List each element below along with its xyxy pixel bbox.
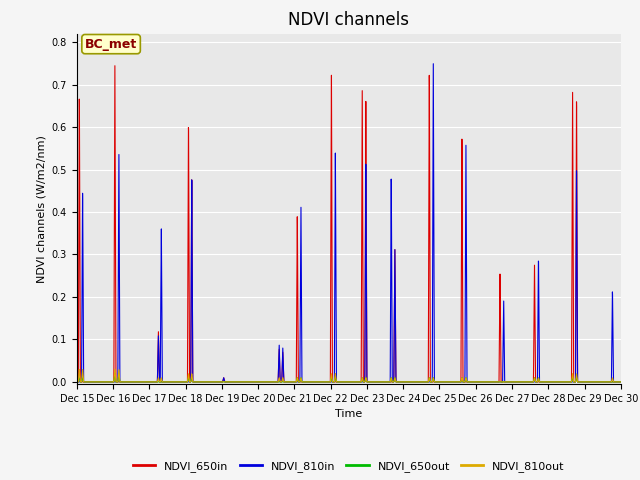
Y-axis label: NDVI channels (W/m2/nm): NDVI channels (W/m2/nm) <box>36 135 46 283</box>
X-axis label: Time: Time <box>335 409 362 419</box>
Text: BC_met: BC_met <box>85 37 137 50</box>
Legend: NDVI_650in, NDVI_810in, NDVI_650out, NDVI_810out: NDVI_650in, NDVI_810in, NDVI_650out, NDV… <box>129 457 569 477</box>
Title: NDVI channels: NDVI channels <box>288 11 410 29</box>
